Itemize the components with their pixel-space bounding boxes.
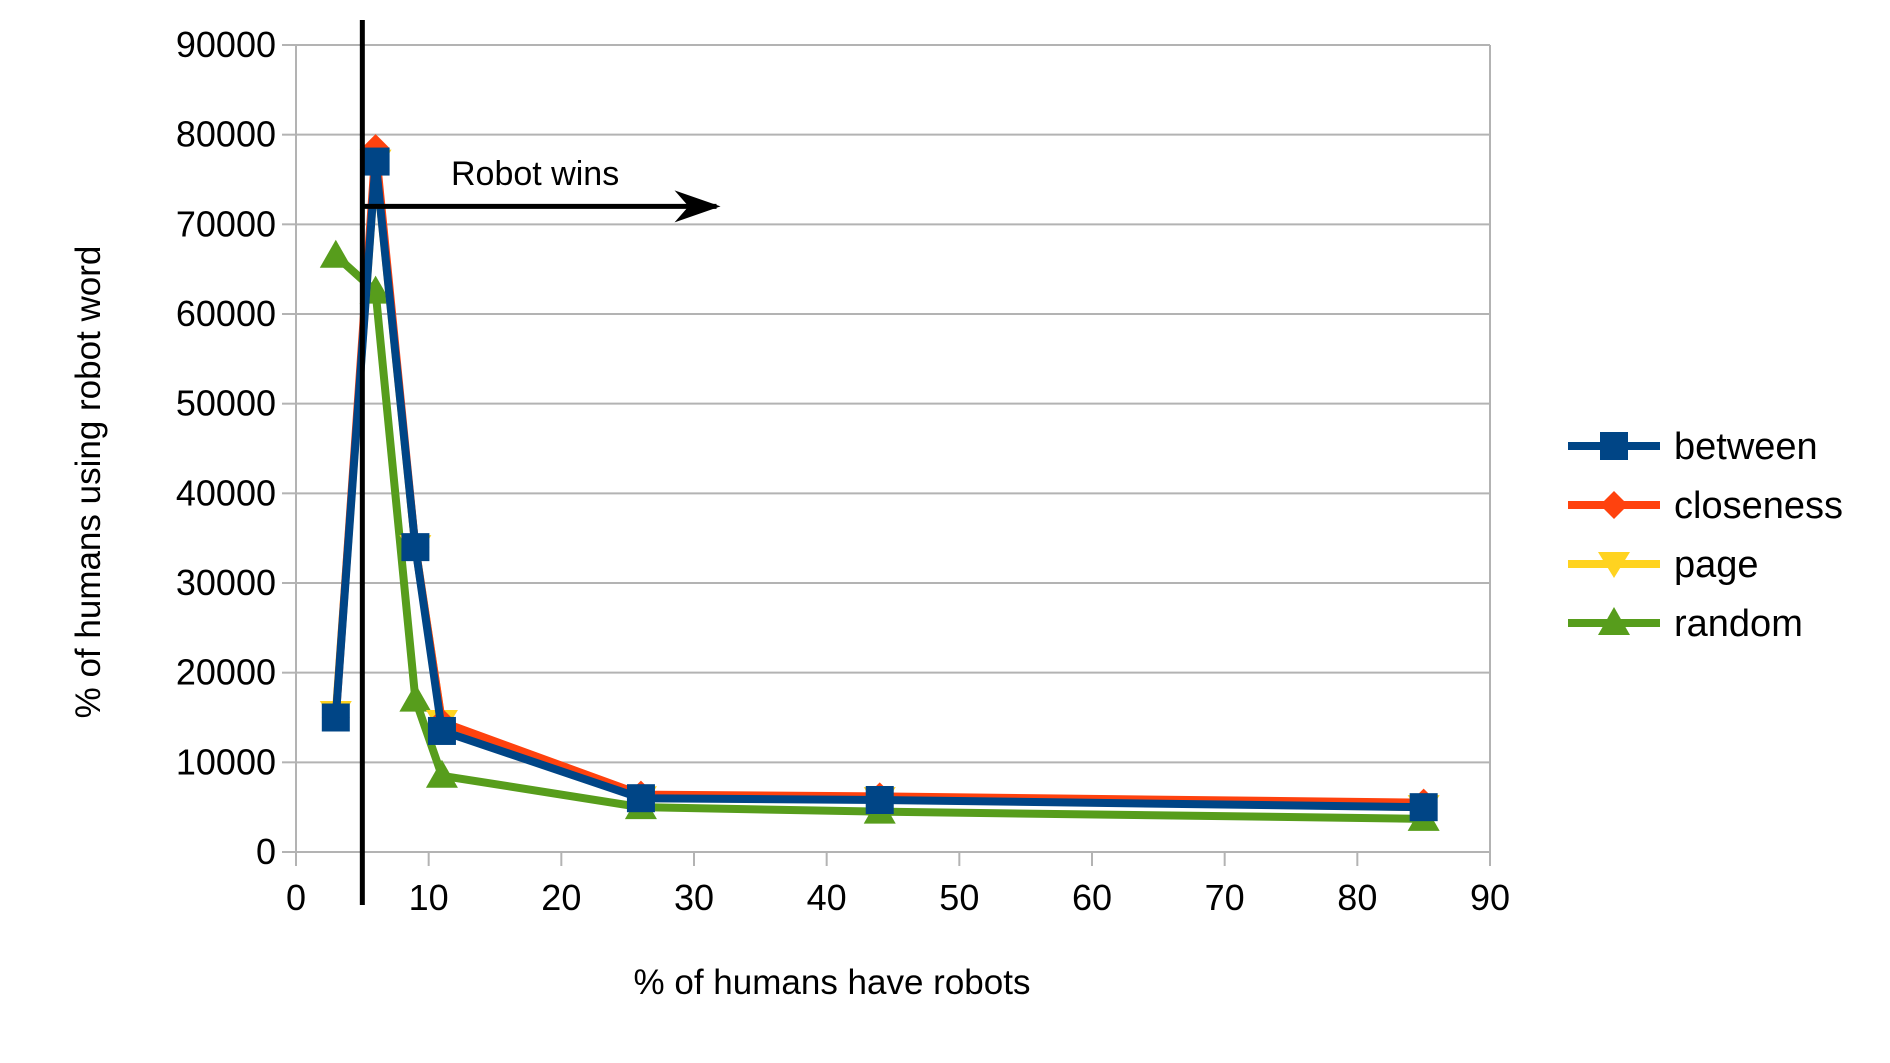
legend: between closeness page random: [1568, 426, 1843, 645]
legend-label: between: [1674, 426, 1818, 468]
series-line-page: [331, 157, 1424, 812]
x-tick-label: 0: [286, 877, 306, 918]
arrow-head: [674, 190, 721, 223]
x-tick-label: 50: [939, 877, 979, 918]
x-axis-label: % of humans have robots: [634, 963, 1031, 1002]
legend-label: closeness: [1674, 485, 1843, 527]
y-tick-label: 20000: [176, 652, 276, 693]
x-tick-label: 40: [807, 877, 847, 918]
gridlines: [282, 44, 1490, 853]
y-tick-labels: 0 10000 20000 30000 40000 50000 60000 70000 8000…: [176, 24, 276, 872]
x-tick-label: 70: [1205, 877, 1245, 918]
y-tick-label: 30000: [176, 562, 276, 603]
series-line-between: [331, 157, 1424, 812]
data-point-between: [361, 147, 390, 176]
legend-label: page: [1674, 544, 1759, 586]
legend-marker: [1600, 432, 1628, 460]
annotations: Robot wins: [359, 20, 721, 905]
axes: [295, 45, 1491, 866]
legend-marker: [1598, 552, 1630, 578]
robot-wins-label: Robot wins: [451, 155, 619, 193]
x-tick-label: 30: [674, 877, 714, 918]
data-point-between: [427, 716, 456, 745]
legend-item-closeness: closeness: [1568, 485, 1843, 527]
y-tick-label: 40000: [176, 472, 276, 513]
data-point-between: [1409, 793, 1438, 822]
series-closeness: [321, 134, 1438, 817]
x-tick-label: 60: [1072, 877, 1112, 918]
y-axis-label: % of humans using robot word: [69, 246, 108, 719]
y-tick-label: 0: [256, 831, 276, 872]
y-tick-label: 10000: [176, 741, 276, 782]
legend-item-between: between: [1568, 426, 1818, 468]
series-line-closeness: [331, 144, 1424, 807]
data-point-random: [425, 759, 458, 788]
data-point-between: [865, 785, 894, 814]
data-point-random: [399, 683, 432, 712]
legend-label: random: [1674, 603, 1803, 645]
series-page: [319, 149, 1440, 822]
y-tick-label: 50000: [176, 383, 276, 424]
data-point-between: [626, 784, 655, 813]
x-tick-label: 20: [541, 877, 581, 918]
series-between: [321, 147, 1438, 822]
x-tick-label: 90: [1470, 877, 1510, 918]
legend-marker: [1598, 607, 1630, 635]
legend-item-page: page: [1568, 544, 1759, 586]
legend-marker: [1600, 491, 1628, 519]
y-tick-label: 80000: [176, 114, 276, 155]
data-point-between: [321, 703, 350, 732]
y-tick-label: 60000: [176, 293, 276, 334]
y-tick-label: 90000: [176, 24, 276, 65]
data-point-between: [401, 533, 430, 562]
series-line-random: [333, 252, 1424, 823]
x-tick-label: 10: [409, 877, 449, 918]
data-point-random: [319, 239, 352, 268]
legend-item-random: random: [1568, 603, 1803, 645]
x-tick-labels: 0 10 20 30 40 50 60 70 80 90: [286, 877, 1510, 918]
series-layer: [319, 134, 1440, 831]
x-tick-label: 80: [1337, 877, 1377, 918]
y-tick-label: 70000: [176, 203, 276, 244]
